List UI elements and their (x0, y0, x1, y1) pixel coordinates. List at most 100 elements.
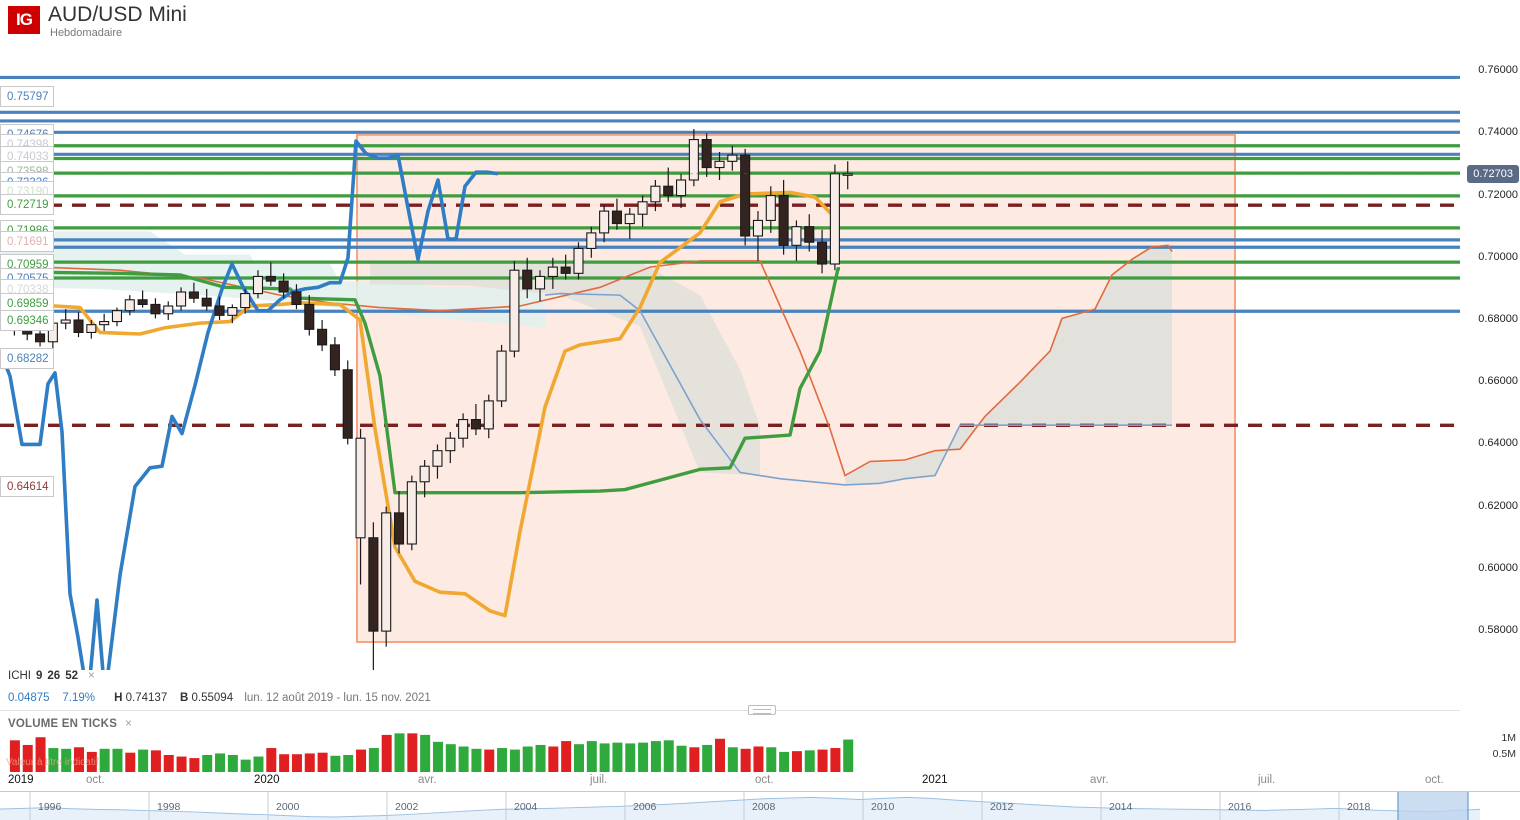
candlestick (483, 394, 494, 439)
candlestick (534, 270, 546, 302)
price-axis-tick: 0.58000 (1478, 624, 1518, 637)
candlestick (419, 460, 430, 498)
candlestick (60, 309, 71, 330)
candlestick (329, 337, 340, 376)
candlestick (445, 432, 456, 464)
candlestick (675, 173, 687, 208)
navigator-year-label: 2002 (395, 801, 419, 813)
candlestick (458, 413, 469, 448)
time-axis-tick: oct. (86, 774, 105, 786)
navigator-year-label: 2004 (514, 801, 538, 813)
navigator-year-label: 1998 (157, 801, 181, 813)
candlestick (547, 257, 558, 289)
floating-price-label[interactable]: 0.69346 (0, 310, 54, 331)
candlestick (496, 344, 507, 408)
candlestick (560, 254, 571, 280)
candlestick (432, 444, 443, 479)
candlestick (317, 320, 328, 352)
candlestick (111, 307, 123, 327)
high-value: 0.74137 (125, 692, 168, 704)
candlestick (252, 270, 264, 299)
instrument-title: AUD/USD Mini (48, 3, 187, 26)
candlestick (291, 284, 302, 310)
candlestick (240, 288, 251, 314)
price-axis-tick: 0.68000 (1478, 313, 1518, 325)
stats-legend: 0.04875 7.19% H 0.74137 B 0.55094 lun. 1… (8, 692, 431, 704)
candlestick (99, 313, 110, 331)
pane-resize-handle[interactable] (748, 705, 776, 715)
floating-price-label[interactable]: 0.64614 (0, 476, 54, 497)
candlestick (342, 360, 353, 445)
floating-price-label[interactable]: 0.69859 (0, 293, 54, 314)
floating-price-label[interactable]: 0.72719 (0, 194, 54, 215)
time-axis-tick: avr. (1090, 774, 1109, 786)
candlestick (663, 167, 674, 202)
change-absolute: 0.04875 (8, 692, 50, 704)
candlestick (381, 506, 392, 647)
candlestick (624, 208, 635, 240)
time-axis-tick: juil. (590, 774, 608, 786)
ichimoku-param-kijun: 26 (47, 670, 61, 682)
candlestick (829, 164, 840, 271)
price-axis-tick: 0.60000 (1478, 561, 1518, 574)
close-icon[interactable]: × (125, 718, 132, 730)
price-axis-tick: 0.70000 (1478, 250, 1518, 263)
volume-axis: 1M 0.5M (1460, 730, 1520, 772)
candlestick (688, 128, 699, 187)
ichimoku-param-tenkan: 9 (36, 670, 43, 682)
navigator-year-label: 2014 (1109, 801, 1133, 813)
candlestick (278, 273, 289, 299)
candlestick (817, 229, 828, 274)
candlestick (522, 257, 533, 299)
price-chart-pane[interactable] (0, 40, 1460, 670)
volume-axis-tick: 1M (1501, 732, 1516, 744)
time-axis-tick: oct. (1425, 774, 1444, 786)
candlestick (406, 475, 417, 551)
candlestick (573, 242, 584, 280)
candlestick (265, 262, 276, 286)
price-axis[interactable]: 0.76000 0.74000 0.72000 0.70000 0.68000 0.660… (1460, 40, 1520, 670)
candlestick (73, 312, 84, 338)
price-axis-tick: 0.64000 (1478, 437, 1518, 450)
close-icon[interactable]: × (88, 670, 95, 682)
low-value: 0.55094 (191, 692, 234, 704)
candlestick (611, 198, 623, 230)
time-axis-tick: oct. (755, 774, 774, 786)
candlestick (791, 220, 802, 261)
candlestick (599, 204, 610, 243)
candlestick (701, 133, 712, 177)
navigator-year-label: 2010 (871, 801, 895, 813)
price-chart-svg (0, 75, 1460, 670)
price-axis-tick: 0.72000 (1478, 188, 1518, 201)
navigator-year-label: 2012 (990, 801, 1014, 813)
time-axis[interactable]: 2019 oct. 2020 avr. juil. oct. 2021 avr. juil. oc… (0, 772, 1520, 792)
time-axis-tick: avr. (418, 774, 437, 786)
candlestick (714, 152, 725, 180)
floating-price-label[interactable]: 0.68282 (0, 348, 54, 369)
candlestick (214, 296, 225, 320)
navigator-year-label: 2018 (1347, 801, 1371, 813)
time-axis-tick: 2020 (254, 774, 280, 786)
price-axis-tick: 0.76000 (1478, 64, 1518, 77)
volume-pane[interactable] (0, 730, 1460, 772)
time-axis-tick: 2021 (922, 774, 948, 786)
candlestick (752, 211, 764, 261)
floating-price-label[interactable]: 0.71691 (0, 231, 54, 252)
price-axis-tick: 0.62000 (1478, 499, 1518, 512)
candlestick (137, 290, 148, 308)
candlestick (804, 214, 815, 252)
range-navigator[interactable]: 1996 1998 2000 2002 2004 2006 2008 2010 2012 2014… (0, 792, 1520, 820)
navigator-year-label: 2000 (276, 801, 300, 813)
floating-price-label[interactable]: 0.75797 (0, 86, 54, 107)
candlestick (727, 145, 738, 171)
chart-header: IG AUD/USD Mini Hebdomadaire (0, 0, 1520, 40)
date-range: lun. 12 août 2019 - lun. 15 nov. 2021 (244, 692, 431, 704)
volume-legend[interactable]: VOLUME EN TICKS × (8, 718, 132, 730)
ichimoku-legend[interactable]: ICHI 9 26 52 × (8, 670, 95, 682)
candlestick (150, 298, 161, 319)
navigator-svg (0, 792, 1520, 820)
candlestick (163, 301, 174, 320)
candlestick (765, 186, 776, 233)
ig-logo: IG (8, 6, 40, 34)
price-axis-tick: 0.66000 (1478, 375, 1518, 388)
